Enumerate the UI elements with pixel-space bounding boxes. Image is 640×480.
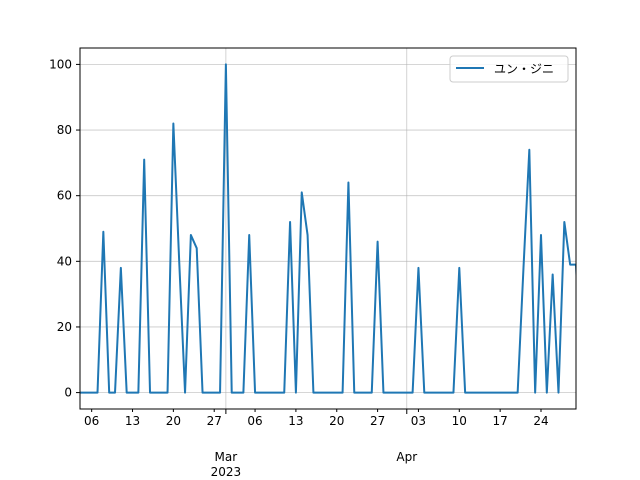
x-tick-label: 27 xyxy=(370,414,385,428)
y-tick-label: 100 xyxy=(49,57,72,71)
y-tick-label: 40 xyxy=(57,254,72,268)
x-tick-label: 13 xyxy=(288,414,303,428)
series-layer xyxy=(80,63,576,394)
x-tick-label: 13 xyxy=(125,414,140,428)
x-tick-label: 10 xyxy=(452,414,467,428)
axes-frame xyxy=(79,47,577,410)
x-tick-label: 03 xyxy=(411,414,426,428)
ticks-layer: 0 20 40 60 80 100 06 13 20 27 Mar 2023 06 13 20 27 Apr 03… xyxy=(49,57,549,479)
x-tick-label: 27 xyxy=(207,414,222,428)
y-tick-label: 60 xyxy=(57,189,72,203)
legend: ユン・ジニ xyxy=(449,55,569,83)
y-tick-label: 80 xyxy=(57,123,72,137)
legend-box xyxy=(449,55,569,83)
x-major-tick-label: Apr xyxy=(396,450,417,464)
x-tick-label: 06 xyxy=(247,414,262,428)
x-major-tick-label: Mar 2023 xyxy=(211,450,242,479)
series-line xyxy=(80,63,576,394)
y-tick-label: 0 xyxy=(64,386,72,400)
legend-label: ユン・ジニ xyxy=(494,62,554,76)
x-tick-label: 24 xyxy=(533,414,548,428)
x-tick-label: 17 xyxy=(493,414,508,428)
y-tick-label: 20 xyxy=(57,320,72,334)
x-tick-label: 06 xyxy=(84,414,99,428)
x-tick-label: 20 xyxy=(166,414,181,428)
x-tick-label: 20 xyxy=(329,414,344,428)
